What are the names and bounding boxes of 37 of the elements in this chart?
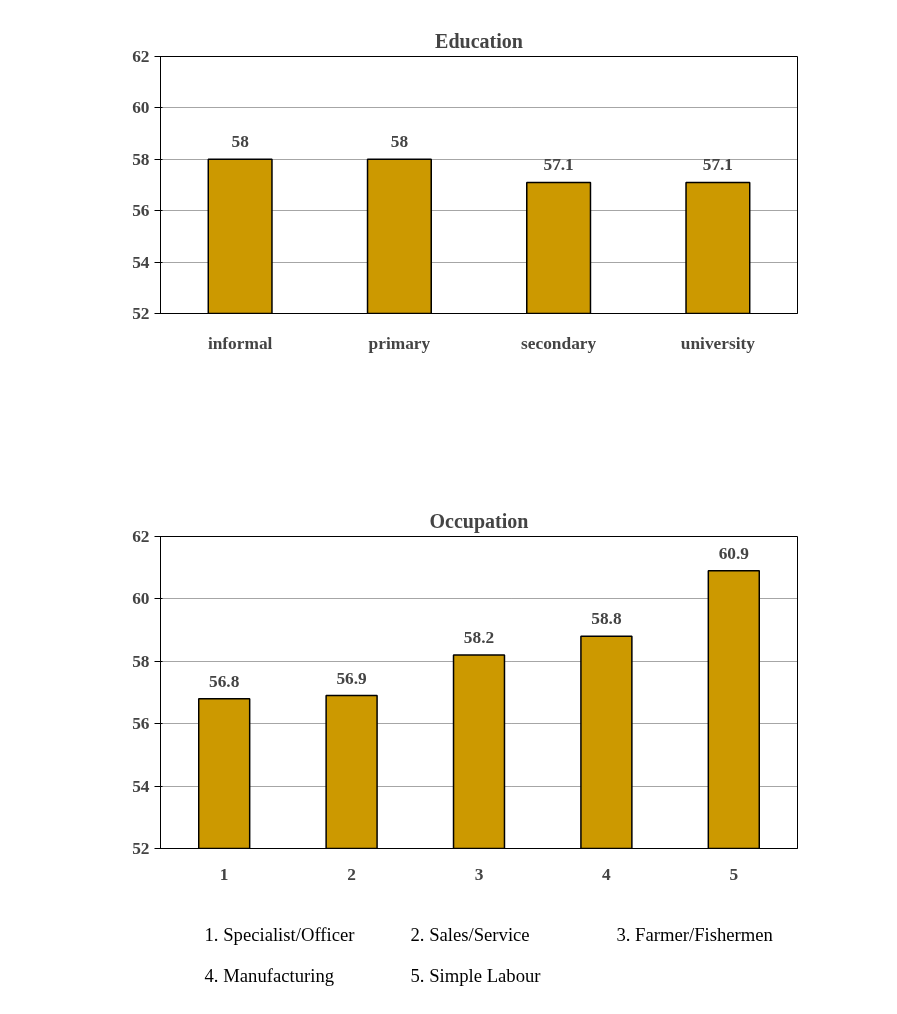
x-tick-label: 1 (219, 864, 229, 884)
y-tick-label: 58 (132, 149, 150, 169)
chart-title: Occupation (429, 509, 529, 533)
x-tick-label: university (680, 333, 756, 353)
y-tick-label: 56 (132, 201, 150, 221)
y-tick-label: 56 (132, 714, 150, 734)
y-tick-label: 58 (132, 651, 150, 671)
y-tick-label: 60 (132, 98, 150, 118)
data-label: 58 (231, 132, 250, 152)
data-label: 58.2 (463, 628, 495, 648)
data-label: 56.8 (209, 671, 240, 691)
text: 4. Manufacturing (204, 965, 335, 986)
data-label: 58 (390, 132, 409, 152)
text: 2. Sales/Service (410, 924, 530, 945)
chart-title: Education (435, 29, 523, 52)
text: 3. Farmer/Fishermen (616, 924, 774, 945)
data-label: 57.1 (543, 155, 574, 175)
data-label: 58.8 (591, 609, 622, 629)
x-tick-label: informal (207, 333, 273, 353)
x-tick-label: 4 (602, 864, 612, 884)
y-tick-label: 54 (132, 776, 150, 796)
y-tick-label: 62 (132, 47, 150, 66)
y-tick-label: 60 (132, 589, 150, 609)
y-tick-label: 52 (132, 839, 150, 858)
x-tick-label: 2 (347, 864, 356, 884)
text: 1. Specialist/Officer (204, 924, 356, 945)
y-tick-label: 52 (132, 304, 150, 323)
x-tick-label: 5 (729, 864, 739, 884)
y-tick-label: 54 (132, 252, 150, 272)
data-label: 56.9 (336, 668, 368, 688)
x-tick-label: primary (368, 333, 431, 353)
x-tick-label: 3 (474, 864, 484, 884)
data-label: 57.1 (702, 155, 734, 175)
data-label: 60.9 (718, 543, 750, 563)
x-tick-label: secondary (521, 333, 597, 353)
y-tick-label: 62 (132, 527, 150, 546)
text: 5. Simple Labour (410, 965, 542, 986)
